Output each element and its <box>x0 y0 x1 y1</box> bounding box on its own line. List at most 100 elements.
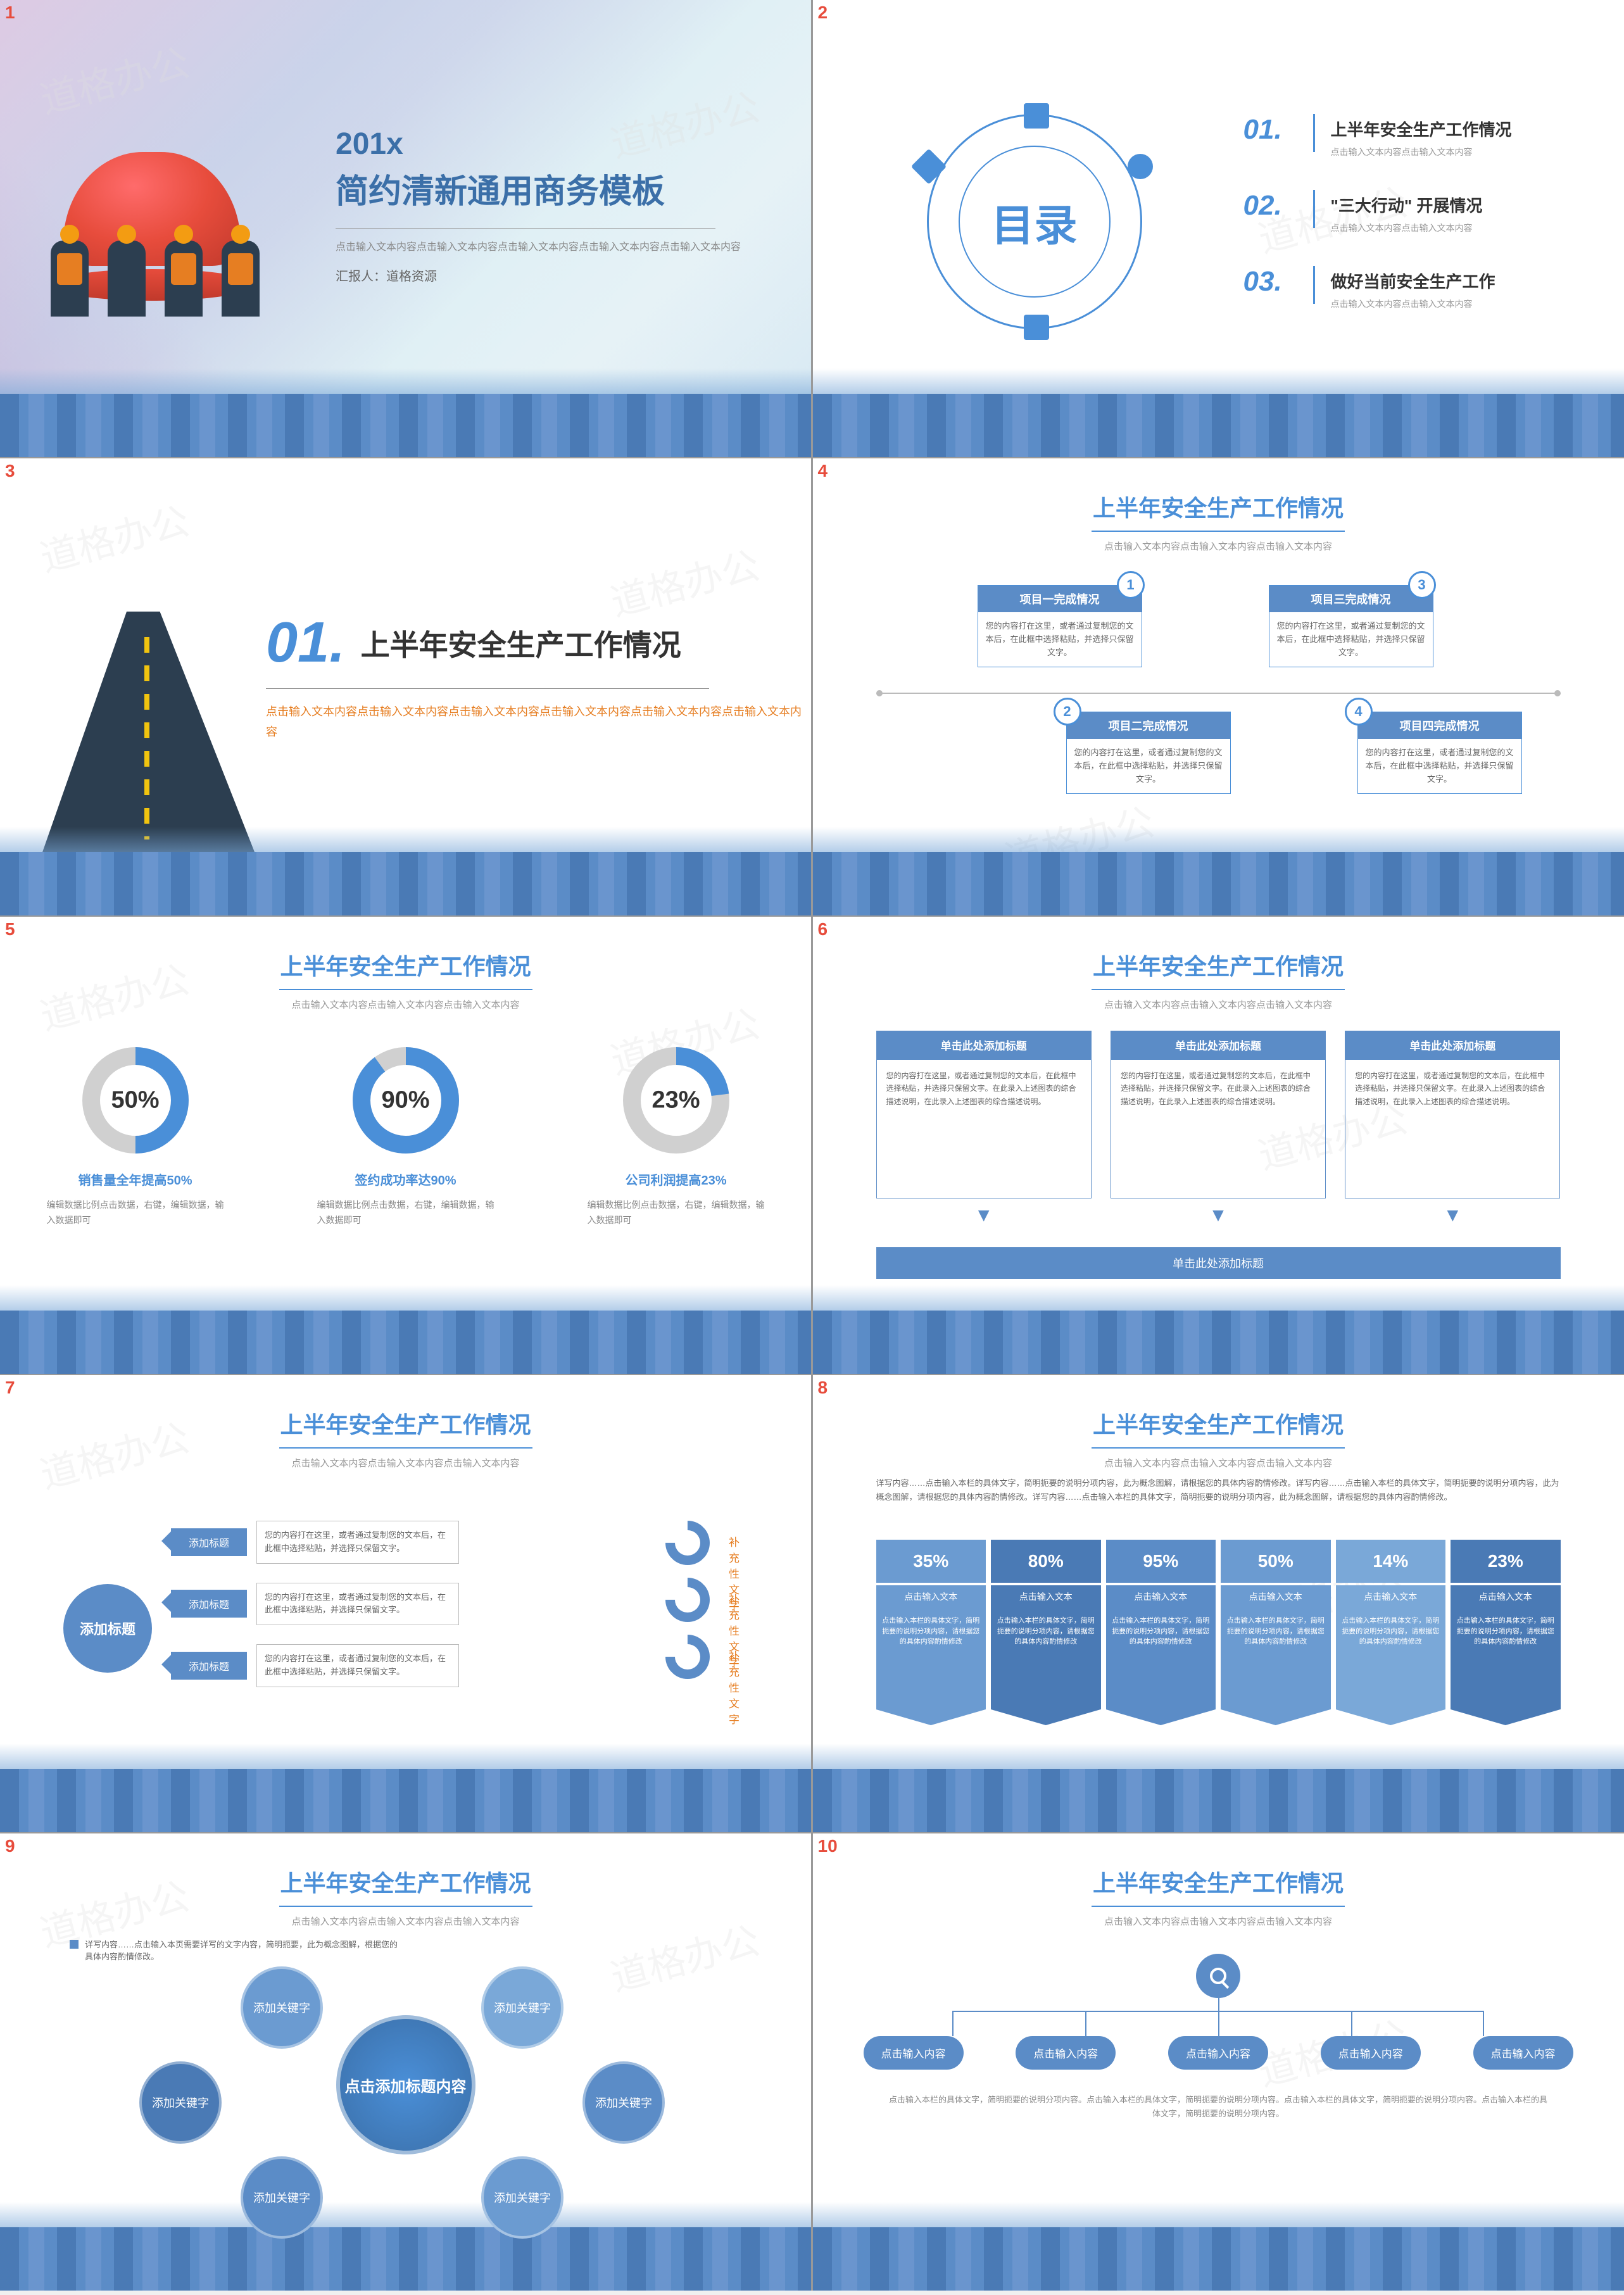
watermark: 道格办公 <box>34 490 194 582</box>
row-tag: 添加标题 <box>171 1652 247 1680</box>
section-header: 上半年安全生产工作情况 点击输入文本内容点击输入文本内容点击输入文本内容 <box>813 1865 1624 1928</box>
timeline-number-circle: 1 <box>1117 571 1145 599</box>
section-header: 上半年安全生产工作情况 点击输入文本内容点击输入文本内容点击输入文本内容 <box>813 1407 1624 1469</box>
cityscape-footer <box>813 827 1624 915</box>
percentage-bar: 95% 点击输入文本 点击输入本栏的具体文字，简明扼要的说明分项内容，请根据您的… <box>1106 1540 1216 1709</box>
chart-description: 编辑数据比例点击数据，右键，编辑数据，输入数据即可 <box>305 1198 507 1228</box>
slide-9: 9 道格办公 道格办公 上半年安全生产工作情况 点击输入文本内容点击输入文本内容… <box>0 1833 811 2291</box>
bar-value: 23% <box>1451 1540 1561 1583</box>
section-header: 上半年安全生产工作情况 点击输入文本内容点击输入文本内容点击输入文本内容 <box>813 490 1624 553</box>
box-title: 项目一完成情况 <box>978 586 1142 612</box>
cityscape-footer <box>0 2202 811 2291</box>
box-body: 您的内容打在这里，或者通过复制您的文本后，在此框中选择粘贴，并选择只保留文字。 <box>1067 739 1230 793</box>
divider-line <box>266 688 709 689</box>
column-body: 您的内容打在这里，或者通过复制您的文本后，在此框中选择粘贴，并选择只保留文字。在… <box>1345 1059 1560 1198</box>
bar-body: 点击输入本栏的具体文字，简明扼要的说明分项内容，请根据您的具体内容酌情修改 <box>991 1608 1101 1709</box>
slide-number: 1 <box>5 3 15 23</box>
reporter-line: 汇报人：道格资源 <box>336 266 437 284</box>
intro-text: 详写内容……点击输入本栏的具体文字，简明扼要的说明分项内容，此为概念图解，请根据… <box>876 1476 1561 1504</box>
donut-chart: 23% 公司利润提高23% 编辑数据比例点击数据，右键，编辑数据，输入数据即可 <box>575 1043 777 1228</box>
donut-charts-row: 50% 销售量全年提高50% 编辑数据比例点击数据，右键，编辑数据，输入数据即可… <box>0 1043 811 1228</box>
main-title: 简约清新通用商务模板 <box>336 165 741 212</box>
bar-label: 点击输入文本 <box>876 1585 986 1608</box>
bar-value: 14% <box>1336 1540 1446 1583</box>
donut-percent: 50% <box>111 1087 159 1114</box>
section-header: 上半年安全生产工作情况 点击输入文本内容点击输入文本内容点击输入文本内容 <box>0 1865 811 1928</box>
three-column-layout: 单击此处添加标题 您的内容打在这里，或者通过复制您的文本后，在此框中选择粘贴，并… <box>876 1031 1561 1233</box>
column-body: 您的内容打在这里，或者通过复制您的文本后，在此框中选择粘贴，并选择只保留文字。在… <box>876 1059 1092 1198</box>
timeline-number-circle: 4 <box>1345 698 1373 726</box>
box-body: 您的内容打在这里，或者通过复制您的文本后，在此框中选择粘贴，并选择只保留文字。 <box>978 612 1142 667</box>
slide-5: 5 道格办公 道格办公 上半年安全生产工作情况 点击输入文本内容点击输入文本内容… <box>0 917 811 1374</box>
chart-description: 编辑数据比例点击数据，右键，编辑数据，输入数据即可 <box>34 1198 237 1228</box>
bar-label: 点击输入文本 <box>1451 1585 1561 1608</box>
column-header: 单击此处添加标题 <box>1111 1031 1326 1059</box>
timeline-number-circle: 2 <box>1054 698 1081 726</box>
section-title: 上半年安全生产工作情况 <box>361 622 681 664</box>
slide-number: 6 <box>818 919 828 940</box>
slide-2: 2 道格办公 目录 01. 上半年安全生产工作情况 点击输入文本内容点击输入文本… <box>813 0 1624 457</box>
section-description: 点击输入文本内容点击输入文本内容点击输入文本内容点击输入文本内容点击输入文本内容… <box>266 701 811 743</box>
cityscape-footer <box>0 1744 811 1832</box>
cityscape-footer <box>813 1285 1624 1374</box>
bar-body: 点击输入本栏的具体文字，简明扼要的说明分项内容，请根据您的具体内容酌情修改 <box>1221 1608 1331 1709</box>
slide-8: 8 道格办公 上半年安全生产工作情况 点击输入文本内容点击输入文本内容点击输入文… <box>813 1375 1624 1832</box>
bar-label: 点击输入文本 <box>1336 1585 1446 1608</box>
row-tag: 添加标题 <box>171 1528 247 1556</box>
slide-number: 2 <box>818 3 828 23</box>
bar-label: 点击输入文本 <box>991 1585 1101 1608</box>
chart-label: 公司利润提高23% <box>575 1170 777 1188</box>
satellite-node: 添加关键字 <box>139 2061 222 2144</box>
satellite-node: 添加关键字 <box>481 2156 563 2239</box>
satellite-node: 添加关键字 <box>582 2061 665 2144</box>
diagram-row: 添加标题 您的内容打在这里，或者通过复制您的文本后，在此框中选择粘贴，并选择只保… <box>171 1521 459 1564</box>
bar-body: 点击输入本栏的具体文字，简明扼要的说明分项内容，请根据您的具体内容酌情修改 <box>876 1608 986 1709</box>
circle-decoration-icon <box>1024 103 1049 129</box>
pill-row: 点击输入内容点击输入内容点击输入内容点击输入内容点击输入内容 <box>864 2036 1573 2070</box>
donut-percent: 90% <box>381 1087 429 1114</box>
search-icon <box>1210 1968 1226 1984</box>
bottom-bar: 单击此处添加标题 <box>876 1247 1561 1279</box>
bar-body: 点击输入本栏的具体文字，简明扼要的说明分项内容，请根据您的具体内容酌情修改 <box>1106 1608 1216 1709</box>
cityscape-footer <box>0 827 811 915</box>
slide-3: 3 道格办公 道格办公 01. 上半年安全生产工作情况 点击输入文本内容点击输入… <box>0 458 811 915</box>
slide-10: 10 道格办公 上半年安全生产工作情况 点击输入文本内容点击输入文本内容点击输入… <box>813 1833 1624 2291</box>
cityscape-footer <box>813 1744 1624 1832</box>
row-body: 您的内容打在这里，或者通过复制您的文本后，在此框中选择粘贴，并选择只保留文字。 <box>256 1644 459 1687</box>
slide-1: 1 道格办公 道格办公 201x 简约清新通用商务模板 点击输入文本内容点击输入… <box>0 0 811 457</box>
donut-chart: 90% 签约成功率达90% 编辑数据比例点击数据，右键，编辑数据，输入数据即可 <box>305 1043 507 1228</box>
timeline-axis <box>876 693 1561 694</box>
slide-6: 6 道格办公 上半年安全生产工作情况 点击输入文本内容点击输入文本内容点击输入文… <box>813 917 1624 1374</box>
satellite-node: 添加关键字 <box>241 1966 323 2049</box>
satellite-node: 添加关键字 <box>481 1966 563 2049</box>
slide-number: 3 <box>5 461 15 481</box>
toc-circle: 目录 <box>927 114 1142 329</box>
divider-line <box>336 228 715 229</box>
center-circle: 添加标题 <box>63 1584 152 1673</box>
bar-value: 80% <box>991 1540 1101 1583</box>
pill-item: 点击输入内容 <box>1321 2036 1421 2070</box>
percentage-bar: 14% 点击输入文本 点击输入本栏的具体文字，简明扼要的说明分项内容，请根据您的… <box>1336 1540 1446 1709</box>
timeline-box: 项目二完成情况您的内容打在这里，或者通过复制您的文本后，在此框中选择粘贴，并选择… <box>1066 712 1231 794</box>
box-title: 项目二完成情况 <box>1067 712 1230 739</box>
slide-number: 9 <box>5 1836 15 1856</box>
timeline-number-circle: 3 <box>1408 571 1436 599</box>
slide-4: 4 道格办公 上半年安全生产工作情况 点击输入文本内容点击输入文本内容点击输入文… <box>813 458 1624 915</box>
section-number: 01. <box>266 610 345 676</box>
pill-item: 点击输入内容 <box>864 2036 964 2070</box>
bar-label: 点击输入文本 <box>1106 1585 1216 1608</box>
slide-number: 4 <box>818 461 828 481</box>
percentage-bar: 80% 点击输入文本 点击输入本栏的具体文字，简明扼要的说明分项内容，请根据您的… <box>991 1540 1101 1709</box>
row-body: 您的内容打在这里，或者通过复制您的文本后，在此框中选择粘贴，并选择只保留文字。 <box>256 1583 459 1626</box>
diagram-row: 添加标题 您的内容打在这里，或者通过复制您的文本后，在此框中选择粘贴，并选择只保… <box>171 1583 459 1626</box>
chart-label: 销售量全年提高50% <box>34 1170 237 1188</box>
subtitle: 点击输入文本内容点击输入文本内容点击输入文本内容点击输入文本内容点击输入文本内容 <box>336 238 741 253</box>
center-node: 点击添加标题内容 <box>336 2015 475 2154</box>
bar-value: 95% <box>1106 1540 1216 1583</box>
bullet-square-icon <box>70 1940 79 1949</box>
section-header: 上半年安全生产工作情况 点击输入文本内容点击输入文本内容点击输入文本内容 <box>0 948 811 1011</box>
bar-label: 点击输入文本 <box>1221 1585 1331 1608</box>
right-swirl: 补充性文字 补充性文字 补充性文字 <box>665 1521 716 1679</box>
circle-decoration-icon <box>910 149 947 185</box>
diagram-row: 添加标题 您的内容打在这里，或者通过复制您的文本后，在此框中选择粘贴，并选择只保… <box>171 1644 459 1687</box>
